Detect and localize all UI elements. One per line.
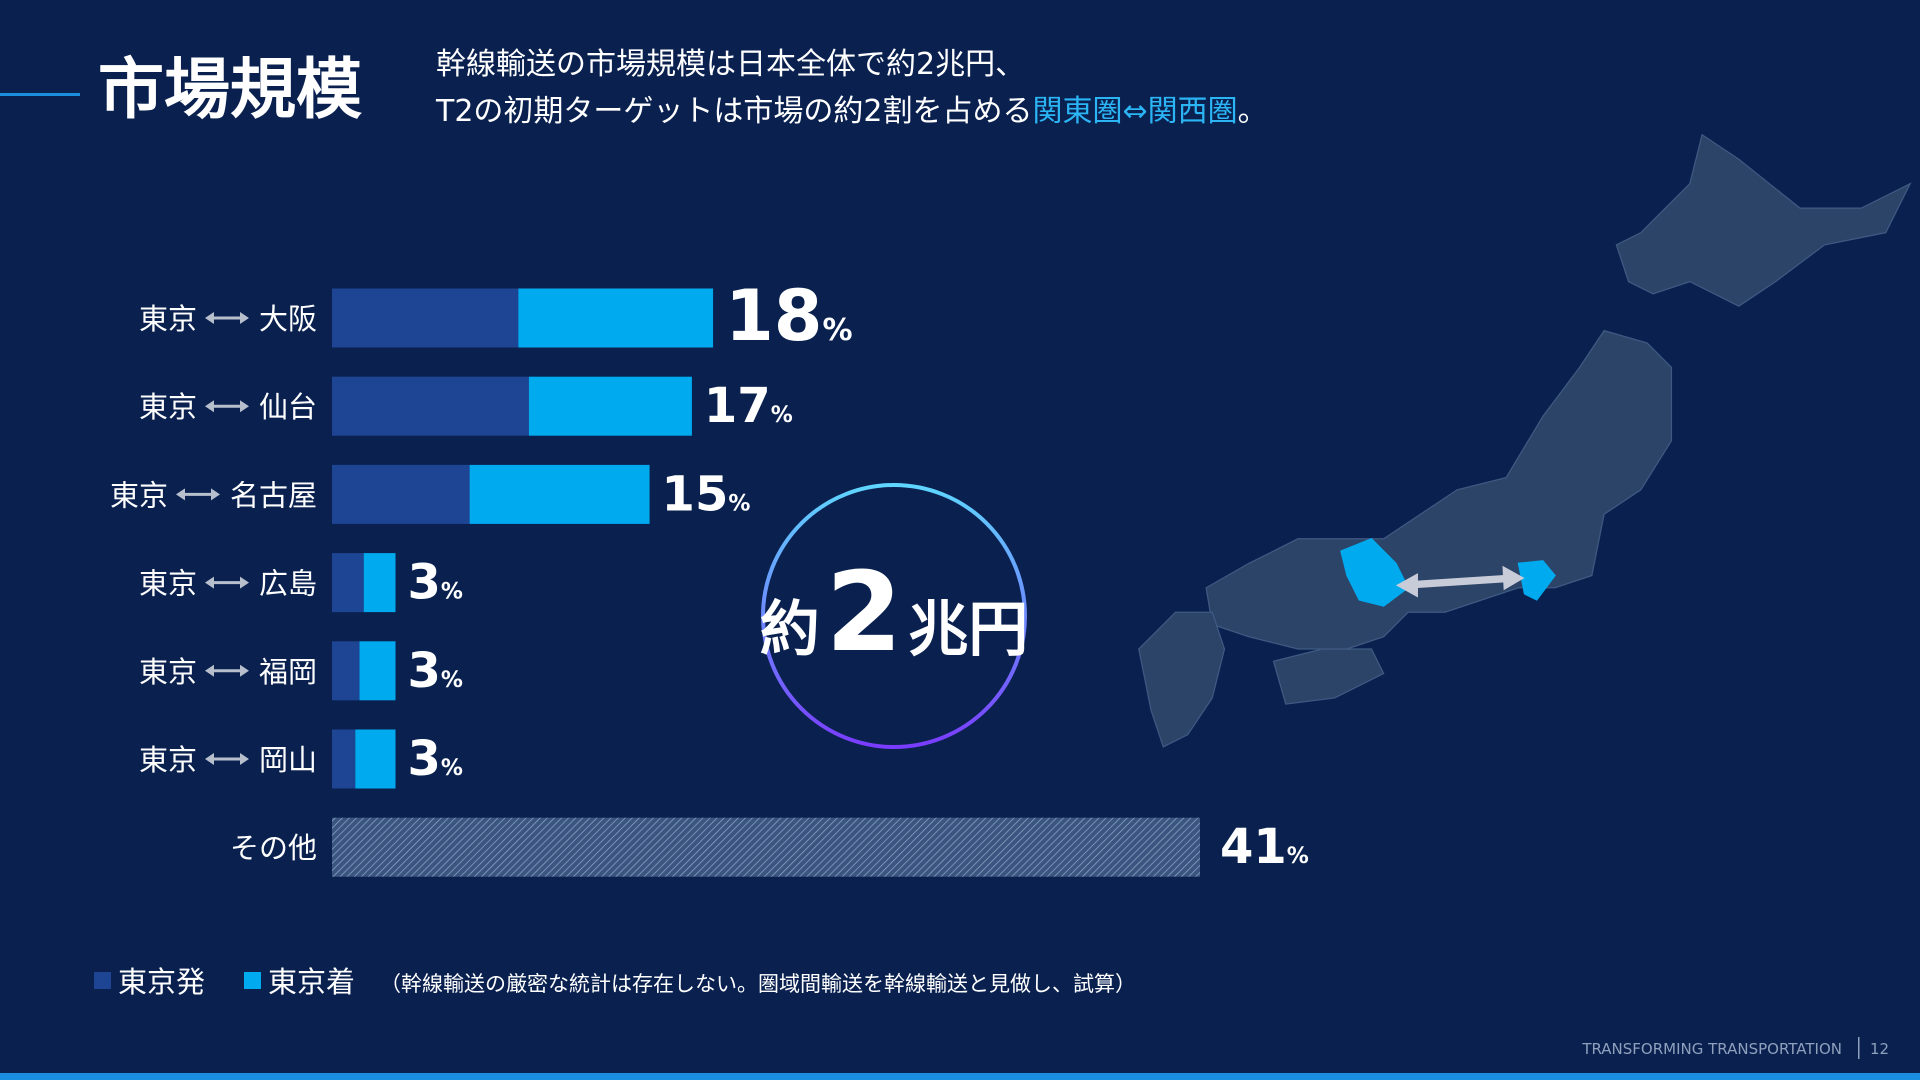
route-arrow	[1401, 574, 1517, 589]
data-label: 15%	[662, 466, 751, 522]
data-label-unit: %	[1287, 844, 1309, 869]
data-label-unit: %	[728, 491, 750, 516]
category-label: 大阪	[259, 302, 317, 336]
legend-swatch	[94, 972, 111, 989]
category-label: 東京	[139, 390, 197, 424]
legend-label: 東京着	[268, 965, 355, 999]
title: 市場規模	[98, 51, 362, 128]
category-label: 名古屋	[230, 478, 317, 512]
category-label: 岡山	[259, 743, 317, 777]
bar-segment	[332, 553, 364, 613]
subtitle-text: T2の初期ターゲットは市場の約2割を占める	[435, 94, 1033, 129]
data-label-value: 18	[725, 275, 822, 357]
legend-swatch	[244, 972, 261, 989]
subtitle-highlight: 関東圏⇔関西圏	[1033, 94, 1238, 129]
badge: 約2 兆円	[760, 548, 1029, 676]
subtitle-text: 。	[1238, 94, 1268, 129]
data-label-value: 3	[408, 731, 441, 787]
map-region	[1205, 329, 1673, 650]
kansai-highlight	[1340, 538, 1409, 607]
footer-page: 12	[1870, 1040, 1889, 1058]
category-label: 東京	[139, 302, 197, 336]
japan-map	[1138, 133, 1912, 748]
footer-divider	[1858, 1037, 1860, 1059]
category-label: 東京	[110, 478, 168, 512]
map-region	[1615, 133, 1912, 307]
category-arrowhead	[204, 400, 249, 413]
category-label: 仙台	[259, 390, 317, 424]
subtitle: 幹線輸送の市場規模は日本全体で約2兆円、	[436, 47, 1025, 82]
data-label-unit: %	[441, 668, 463, 693]
data-label: 17%	[704, 378, 793, 434]
data-label: 41%	[1220, 819, 1309, 875]
data-label-unit: %	[441, 756, 463, 781]
badge-prefix: 約	[760, 595, 820, 665]
bar-segment	[528, 376, 692, 436]
bar-segment	[332, 376, 529, 436]
bar-segment	[518, 288, 714, 348]
category-label: その他	[230, 831, 317, 865]
title-rule	[0, 93, 80, 96]
chart-note: （幹線輸送の厳密な統計は存在しない。圏域間輸送を幹線輸送と見做し、試算）	[380, 972, 1136, 996]
data-label-value: 41	[1220, 819, 1287, 875]
bar-other	[332, 817, 1200, 877]
category-arrowhead	[175, 488, 220, 501]
category-label: 広島	[259, 567, 317, 601]
bar-segment	[332, 729, 356, 789]
bar-segment	[469, 464, 650, 524]
legend-label: 東京発	[118, 965, 205, 999]
data-label-value: 3	[408, 643, 441, 699]
map-region	[1272, 648, 1385, 705]
category-arrowhead	[204, 664, 249, 677]
data-label: 3%	[408, 643, 463, 699]
category-arrowhead	[204, 753, 249, 765]
data-label-unit: %	[771, 403, 793, 428]
badge-suffix: 兆円	[908, 595, 1028, 665]
category-label: 福岡	[259, 655, 317, 689]
bar-segment	[332, 641, 360, 701]
data-label-value: 15	[662, 466, 729, 522]
badge-number: 2	[826, 548, 903, 676]
footer-brand: TRANSFORMING TRANSPORTATION	[1581, 1040, 1842, 1058]
subtitle: T2の初期ターゲットは市場の約2割を占める関東圏⇔関西圏。	[435, 94, 1268, 129]
category-label: 東京	[139, 655, 197, 689]
data-label-unit: %	[441, 580, 463, 605]
bar-segment	[332, 464, 470, 524]
category-arrowhead	[204, 576, 249, 589]
data-label: 3%	[408, 555, 463, 611]
bar-segment	[355, 729, 396, 789]
kanto-highlight	[1517, 560, 1556, 601]
bottom-stripe	[0, 1073, 1920, 1080]
bar-segment	[359, 641, 396, 701]
data-label: 3%	[408, 731, 463, 787]
data-label: 18%	[725, 275, 852, 357]
category-label: 東京	[139, 743, 197, 777]
map-region	[1138, 611, 1226, 748]
data-label-value: 17	[704, 378, 771, 434]
data-label-unit: %	[822, 313, 852, 348]
badge-ring	[761, 483, 1027, 749]
category-label: 東京	[139, 567, 197, 601]
bar-segment	[332, 288, 519, 348]
category-arrowhead	[204, 312, 249, 324]
data-label-value: 3	[408, 555, 441, 611]
bar-segment	[363, 553, 396, 613]
